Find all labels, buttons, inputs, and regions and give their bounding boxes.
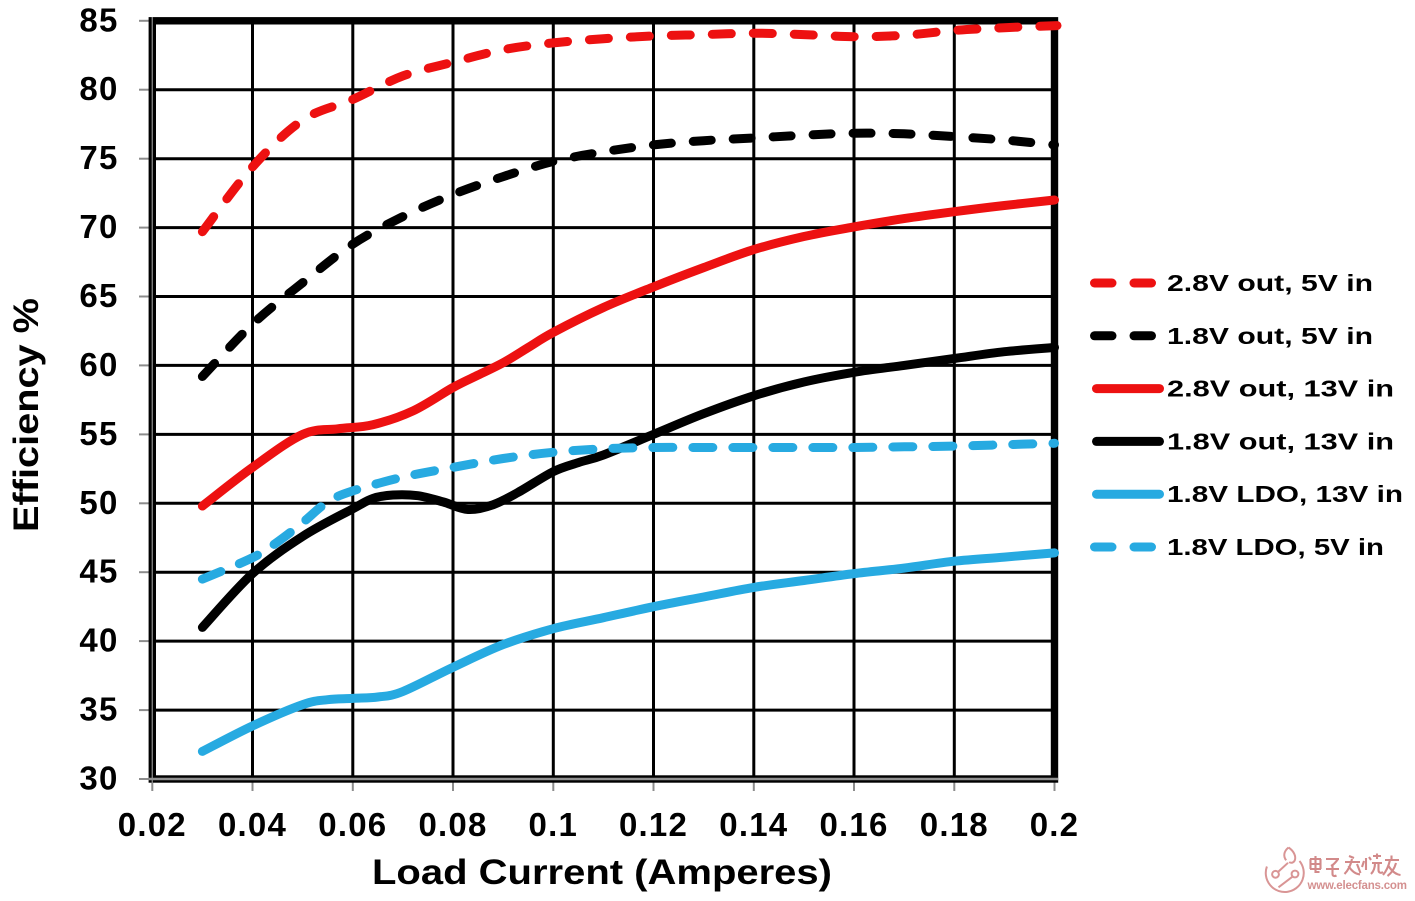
svg-text:0.14: 0.14	[719, 806, 788, 843]
svg-text:0.06: 0.06	[318, 806, 387, 843]
svg-text:2.8V out, 5V in: 2.8V out, 5V in	[1167, 270, 1373, 296]
svg-text:45: 45	[79, 553, 118, 590]
svg-text:0.04: 0.04	[218, 806, 287, 843]
svg-text:75: 75	[79, 139, 118, 176]
svg-text:50: 50	[79, 484, 118, 521]
svg-text:30: 30	[79, 760, 118, 797]
svg-text:40: 40	[79, 622, 118, 659]
svg-text:85: 85	[79, 1, 118, 38]
svg-text:1.8V LDO, 13V in: 1.8V LDO, 13V in	[1167, 481, 1403, 507]
svg-text:35: 35	[79, 691, 118, 728]
svg-text:1.8V LDO, 5V in: 1.8V LDO, 5V in	[1167, 534, 1384, 560]
svg-text:Load Current (Amperes): Load Current (Amperes)	[372, 853, 832, 892]
svg-text:www.elecfans.com: www.elecfans.com	[1307, 880, 1407, 892]
svg-text:70: 70	[79, 208, 118, 245]
svg-text:80: 80	[79, 70, 118, 107]
svg-text:0.12: 0.12	[619, 806, 688, 843]
svg-text:0.02: 0.02	[118, 806, 187, 843]
svg-text:0.2: 0.2	[1030, 806, 1079, 843]
svg-text:55: 55	[79, 415, 118, 452]
svg-text:0.18: 0.18	[920, 806, 989, 843]
svg-text:Efficiency %: Efficiency %	[7, 298, 46, 532]
svg-text:1.8V out, 13V in: 1.8V out, 13V in	[1167, 428, 1394, 454]
svg-text:1.8V out, 5V in: 1.8V out, 5V in	[1167, 323, 1373, 349]
svg-text:0.1: 0.1	[529, 806, 578, 843]
svg-text:65: 65	[79, 277, 118, 314]
svg-text:60: 60	[79, 346, 118, 383]
svg-text:2.8V out, 13V in: 2.8V out, 13V in	[1167, 376, 1394, 402]
svg-text:0.16: 0.16	[819, 806, 888, 843]
svg-text:0.08: 0.08	[418, 806, 487, 843]
